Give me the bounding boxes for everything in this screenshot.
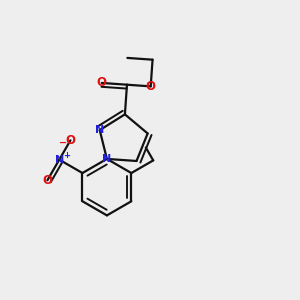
Text: O: O: [97, 76, 107, 89]
Text: O: O: [65, 134, 75, 147]
Text: −: −: [59, 138, 67, 148]
Text: O: O: [146, 80, 156, 93]
Text: N: N: [95, 125, 104, 135]
Text: N: N: [55, 155, 64, 165]
Text: +: +: [63, 151, 70, 160]
Text: O: O: [42, 174, 52, 187]
Text: N: N: [102, 154, 112, 164]
